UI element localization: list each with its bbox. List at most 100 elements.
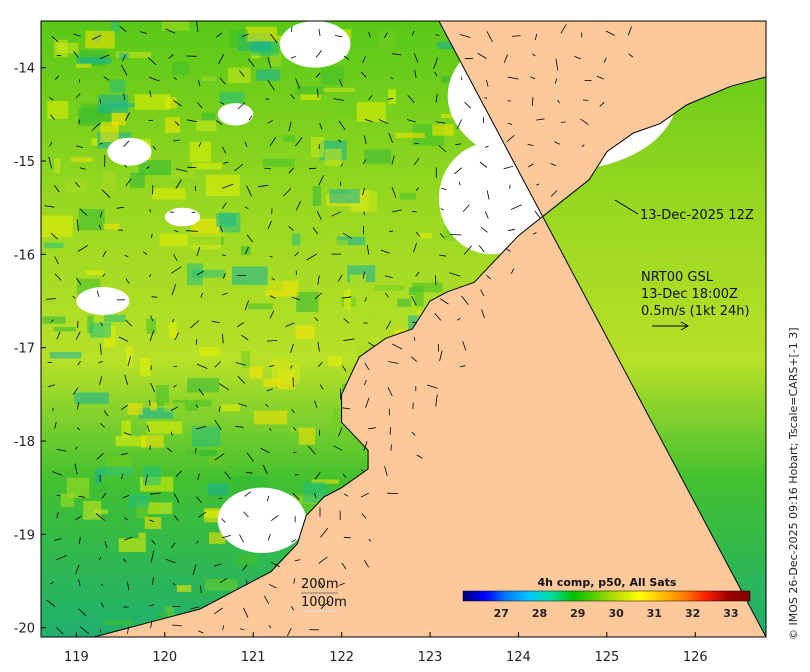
current-vector xyxy=(456,119,462,130)
current-vector xyxy=(295,474,299,476)
current-vector xyxy=(433,57,438,69)
current-vector xyxy=(45,298,57,300)
current-vector xyxy=(439,350,443,362)
current-vector xyxy=(288,121,292,132)
current-vector xyxy=(333,98,345,101)
current-vector xyxy=(295,201,301,211)
sst-patch xyxy=(263,378,281,387)
current-vector xyxy=(434,71,438,77)
current-vector xyxy=(150,233,153,239)
sst-patch xyxy=(336,236,366,246)
lat-tick-label: -16 xyxy=(14,248,35,263)
current-vector xyxy=(285,322,295,327)
current-vector xyxy=(99,99,101,104)
colorbar-tick-label: 33 xyxy=(723,607,738,620)
sst-patch xyxy=(388,89,396,105)
current-vector xyxy=(267,80,275,91)
current-vector xyxy=(317,275,320,285)
current-vector xyxy=(221,183,234,189)
current-vector xyxy=(266,495,270,502)
current-vector xyxy=(314,317,319,322)
sst-patch xyxy=(115,51,151,58)
current-vector xyxy=(434,312,442,321)
current-vector xyxy=(245,472,253,474)
current-vector xyxy=(75,564,80,575)
current-vector xyxy=(173,100,182,107)
current-vector xyxy=(406,119,416,123)
current-vector xyxy=(151,296,158,298)
current-vector xyxy=(196,363,208,369)
cloud-patch xyxy=(279,21,351,68)
sst-patch xyxy=(375,285,405,291)
current-vector xyxy=(574,56,581,60)
current-vector xyxy=(385,320,392,330)
current-vector xyxy=(512,35,521,37)
current-vector xyxy=(485,79,489,87)
current-vector xyxy=(50,319,54,323)
current-vector xyxy=(247,58,255,67)
current-vector xyxy=(235,362,247,366)
current-vector xyxy=(78,496,85,498)
depth-contour-200m-label: 200m xyxy=(301,577,338,592)
current-vector xyxy=(75,93,81,99)
current-vector xyxy=(260,447,270,454)
lon-tick-label: 119 xyxy=(64,650,89,665)
current-vector xyxy=(342,296,352,299)
current-vector xyxy=(269,255,273,258)
current-vector xyxy=(265,98,270,100)
current-vector xyxy=(142,251,148,255)
sst-patch xyxy=(351,87,381,95)
current-vector xyxy=(435,275,437,285)
current-vector xyxy=(308,167,317,170)
current-vector xyxy=(337,274,343,282)
lat-tick-label: -17 xyxy=(14,342,35,357)
current-vector xyxy=(50,114,55,120)
current-vector xyxy=(480,289,485,297)
current-vector xyxy=(172,318,175,323)
current-vector xyxy=(361,513,367,519)
current-vector xyxy=(503,165,514,170)
current-vector xyxy=(318,556,328,564)
cloud-patch xyxy=(164,207,201,227)
sst-patch xyxy=(430,93,457,99)
sst-patch xyxy=(100,121,119,142)
current-vector xyxy=(267,340,278,342)
sst-patch xyxy=(256,69,280,81)
current-vector xyxy=(239,628,244,631)
current-vector xyxy=(342,473,347,478)
sst-patch xyxy=(328,355,342,367)
current-vector xyxy=(120,473,124,480)
current-vector xyxy=(195,447,197,454)
current-vector xyxy=(53,538,62,541)
current-vector xyxy=(527,143,534,146)
current-vector xyxy=(414,142,419,145)
sst-patch xyxy=(290,428,299,433)
current-vector xyxy=(75,331,81,340)
current-vector xyxy=(53,184,60,193)
current-vector xyxy=(343,55,350,60)
current-vector xyxy=(125,319,133,327)
current-vector xyxy=(363,211,365,216)
current-vector xyxy=(271,277,275,281)
current-vector xyxy=(214,361,221,368)
sst-patch xyxy=(321,66,345,85)
current-vector xyxy=(198,388,204,396)
current-vector xyxy=(318,28,321,37)
current-vector xyxy=(378,119,389,125)
current-vector xyxy=(384,275,393,279)
current-vector xyxy=(195,404,199,408)
current-vector xyxy=(76,402,80,410)
current-vector xyxy=(185,230,199,232)
plot-frame xyxy=(40,20,767,638)
sst-patch xyxy=(325,239,349,259)
current-vector xyxy=(557,99,560,104)
sst-patch xyxy=(41,215,73,238)
current-vector xyxy=(196,270,204,276)
current-vector xyxy=(550,190,558,197)
sst-patch xyxy=(190,234,221,250)
current-vector xyxy=(380,249,390,254)
current-vector xyxy=(222,333,224,344)
current-vector xyxy=(316,210,322,220)
colorbar-tick-label: 28 xyxy=(532,607,547,620)
vector-scale-label: 0.5m/s (1kt 24h) xyxy=(641,304,750,319)
